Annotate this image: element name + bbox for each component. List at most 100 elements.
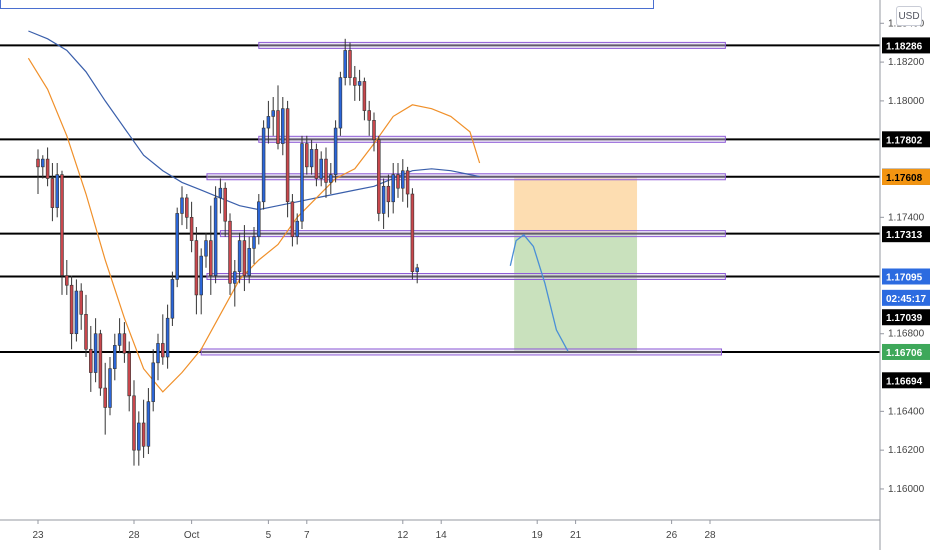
candle-body xyxy=(45,158,50,179)
price-tick-label: 1.18200 xyxy=(888,57,925,68)
candle-body xyxy=(151,362,155,402)
candle-body xyxy=(127,352,131,397)
price-badge-label: 1.17095 xyxy=(886,272,923,283)
candle-body xyxy=(209,240,213,276)
candle-body xyxy=(204,240,208,257)
zone-rectangle xyxy=(219,230,726,238)
candle-body xyxy=(180,197,184,214)
candle-body xyxy=(165,317,170,358)
time-tick-label: 26 xyxy=(666,530,678,541)
candle-body xyxy=(357,81,362,86)
candle-body xyxy=(41,158,45,168)
candle-body xyxy=(319,158,323,179)
candle-body xyxy=(93,333,98,373)
candle-body xyxy=(396,174,400,189)
time-tick-label: 28 xyxy=(704,530,716,541)
time-tick-label: 21 xyxy=(570,530,582,541)
candle-body xyxy=(213,197,218,276)
candle-body xyxy=(300,143,304,222)
candle-body xyxy=(228,220,232,284)
candle-body xyxy=(194,240,199,296)
candle-body xyxy=(175,213,179,280)
price-badge xyxy=(882,131,930,148)
ema-fast-line xyxy=(27,57,481,393)
price-badge xyxy=(882,226,930,243)
candle-body xyxy=(113,345,117,369)
candle-body xyxy=(377,139,381,214)
candle-body xyxy=(415,267,419,272)
candle-body xyxy=(353,77,357,86)
time-tick-label: Oct xyxy=(184,530,200,541)
candle-body xyxy=(305,143,309,168)
candle-body xyxy=(333,127,338,175)
candle-body xyxy=(386,185,391,203)
candle-body xyxy=(242,240,247,276)
price-badge-label: 02:45:17 xyxy=(886,294,926,305)
candle-body xyxy=(65,275,69,286)
candle-body xyxy=(261,127,266,203)
price-badge-label: 1.17608 xyxy=(886,173,923,184)
projection-curve xyxy=(509,233,569,352)
price-tick-label: 1.16800 xyxy=(888,329,925,340)
candle-body xyxy=(281,108,285,144)
candle-body xyxy=(257,201,261,238)
time-tick-label: 12 xyxy=(397,530,409,541)
candle-body xyxy=(372,119,376,141)
time-tick-label: 23 xyxy=(32,530,44,541)
candle-body xyxy=(185,197,189,218)
candle-body xyxy=(98,333,103,389)
candle-body xyxy=(309,149,314,168)
price-tick-label: 1.16000 xyxy=(888,484,925,495)
candle-body xyxy=(233,271,237,284)
price-badge xyxy=(882,37,930,54)
axis-corner xyxy=(881,521,932,550)
candle-body xyxy=(137,422,141,451)
time-tick-label: 19 xyxy=(532,530,544,541)
candle-body xyxy=(237,240,242,272)
candle-body xyxy=(367,110,371,121)
candle-body xyxy=(324,158,328,183)
candle-body xyxy=(108,368,112,408)
candle-body xyxy=(55,174,59,208)
price-badge-label: 1.17313 xyxy=(886,230,923,241)
time-tick-label: 28 xyxy=(128,530,140,541)
candle-body xyxy=(170,279,175,319)
zone-rectangle xyxy=(258,41,726,49)
candle-body xyxy=(161,343,165,358)
price-tick-label: 1.17400 xyxy=(888,212,925,223)
candle-body xyxy=(410,193,415,272)
candle-body xyxy=(290,201,295,238)
candle-body xyxy=(348,50,352,78)
candle-body xyxy=(89,348,93,373)
candle-body xyxy=(338,77,343,129)
candle-body xyxy=(381,185,386,214)
price-badge xyxy=(882,268,930,285)
price-tick-label: 1.16200 xyxy=(888,445,925,456)
candle-body xyxy=(314,149,319,179)
candle-body xyxy=(223,187,227,222)
candle-body xyxy=(103,387,107,408)
time-tick-label: 5 xyxy=(266,530,272,541)
toolbar-panel xyxy=(0,0,654,9)
candle-body xyxy=(60,174,64,276)
time-tick-label: 7 xyxy=(304,530,310,541)
price-badge-label: 1.17039 xyxy=(886,313,923,324)
candle-body xyxy=(401,170,405,189)
price-badge-label: 1.16706 xyxy=(886,348,923,359)
candle-body xyxy=(391,174,395,203)
price-badge xyxy=(882,309,930,326)
candle-body xyxy=(266,116,271,129)
candle-body xyxy=(329,174,333,183)
plot-area xyxy=(0,0,880,520)
reward-zone xyxy=(514,233,638,352)
candle-body xyxy=(199,255,203,296)
candle-body xyxy=(271,110,275,117)
candle-body xyxy=(285,108,290,203)
candle-body xyxy=(252,236,256,249)
price-badge-label: 1.18286 xyxy=(886,41,923,52)
zone-rectangle xyxy=(206,173,726,181)
currency-button[interactable]: USD xyxy=(896,6,922,26)
price-tick-label: 1.18000 xyxy=(888,96,925,107)
